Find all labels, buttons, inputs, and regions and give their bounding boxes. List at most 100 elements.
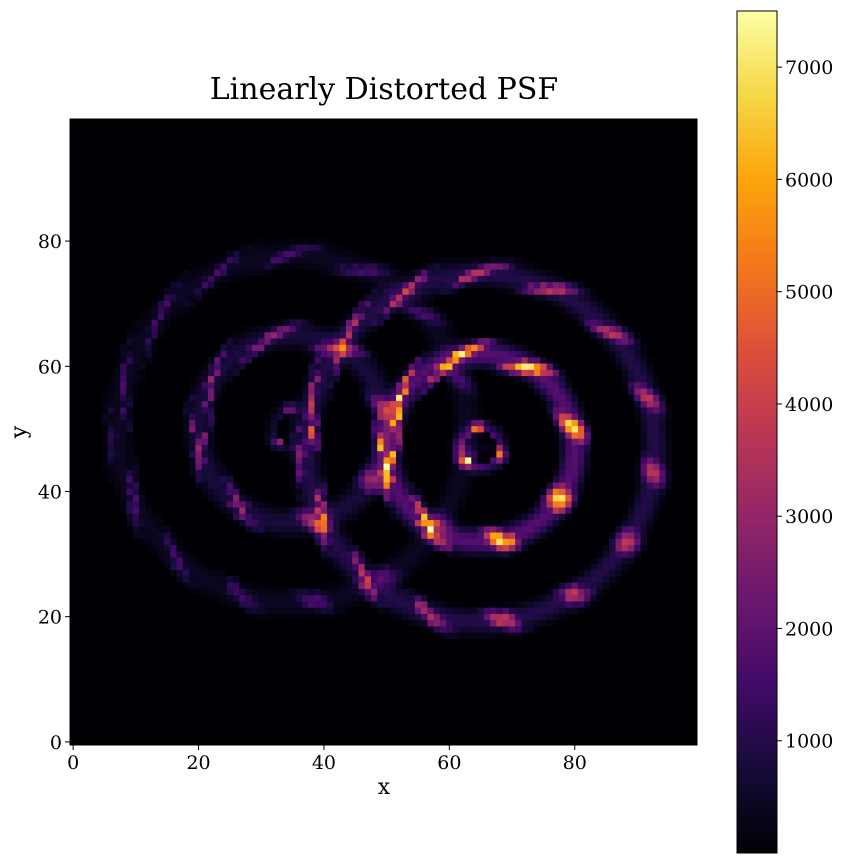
heatmap-cell (646, 463, 654, 470)
heatmap-cell (527, 513, 535, 521)
heatmap-cell (477, 400, 485, 408)
heatmap-cell (239, 350, 246, 358)
heatmap-cell (214, 494, 221, 502)
heatmap-cell (270, 601, 278, 608)
heatmap-cell (283, 450, 290, 458)
heatmap-cell (189, 582, 196, 589)
heatmap-cell (439, 325, 447, 333)
heatmap-cell (383, 369, 391, 377)
heatmap-cell (396, 557, 403, 564)
heatmap-cell (352, 563, 359, 571)
heatmap-cell (189, 563, 196, 571)
heatmap-cell (439, 313, 447, 320)
heatmap-cell (176, 544, 184, 552)
heatmap-cell (408, 500, 416, 508)
heatmap-cell (496, 256, 504, 264)
heatmap-cell (515, 356, 522, 364)
heatmap-cell (207, 356, 215, 364)
heatmap-cell (640, 406, 648, 414)
heatmap-cell (396, 369, 403, 377)
heatmap-cell (446, 513, 453, 521)
heatmap-cell (546, 475, 554, 483)
heatmap-cell (176, 306, 184, 314)
heatmap-cell (301, 425, 309, 433)
heatmap-cell (433, 344, 441, 352)
heatmap-cell (483, 363, 491, 370)
heatmap-cell (345, 319, 353, 326)
heatmap-cell (113, 482, 121, 489)
heatmap-cell (207, 569, 215, 577)
heatmap-cell (182, 400, 190, 408)
heatmap-cell (446, 507, 453, 514)
heatmap-cell (446, 619, 453, 627)
heatmap-cell (446, 375, 453, 383)
heatmap-cell (458, 369, 466, 377)
heatmap-cell (483, 463, 491, 470)
heatmap-cell (308, 419, 315, 427)
heatmap-cell (364, 375, 372, 383)
heatmap-cell (301, 601, 309, 608)
heatmap-cell (483, 438, 491, 445)
heatmap-cell (584, 588, 591, 596)
heatmap-cell (640, 525, 648, 533)
heatmap-cell (396, 569, 403, 577)
colorbar-tick-label: 4000 (785, 394, 833, 416)
heatmap-cell (446, 444, 453, 452)
heatmap-cell (565, 275, 572, 283)
heatmap-cell (370, 457, 378, 464)
heatmap-cell (527, 294, 535, 301)
heatmap-cell (345, 482, 353, 489)
heatmap-cell (189, 262, 196, 270)
heatmap-cell (465, 532, 472, 539)
heatmap-cell (433, 269, 441, 276)
heatmap-cell (245, 244, 253, 251)
heatmap-cell (226, 369, 234, 377)
heatmap-cell (396, 269, 403, 276)
heatmap-cell (339, 538, 347, 546)
heatmap-cell (540, 388, 547, 395)
heatmap-cell (251, 262, 259, 270)
heatmap-cell (653, 469, 660, 477)
heatmap-cell (584, 294, 591, 301)
heatmap-cell (408, 601, 416, 608)
heatmap-cell (214, 406, 221, 414)
heatmap-cell (377, 363, 384, 370)
heatmap-cell (640, 432, 648, 439)
heatmap-cell (258, 256, 265, 264)
heatmap-cell (477, 450, 485, 458)
heatmap-cell (477, 406, 485, 414)
heatmap-cell (477, 281, 485, 289)
heatmap-cell (345, 557, 353, 564)
heatmap-cell (370, 294, 378, 301)
heatmap-cell (320, 513, 328, 521)
heatmap-cell (552, 588, 560, 596)
heatmap-cell (508, 262, 516, 270)
heatmap-cell (471, 519, 478, 527)
heatmap-cell (308, 244, 315, 251)
heatmap-cell (577, 575, 585, 583)
heatmap-cell (157, 557, 165, 564)
heatmap-cell (602, 319, 610, 326)
heatmap-cell (559, 400, 566, 408)
heatmap-cell (515, 538, 522, 546)
heatmap-cell (659, 394, 667, 402)
heatmap-cell (126, 369, 134, 377)
heatmap-cell (320, 588, 328, 596)
heatmap-cell (446, 601, 453, 608)
heatmap-cell (339, 338, 347, 345)
heatmap-cell (251, 613, 259, 621)
heatmap-cell (590, 594, 598, 602)
heatmap-cell (615, 319, 623, 326)
heatmap-cell (653, 400, 660, 408)
heatmap-cell (628, 507, 635, 514)
heatmap-cell (421, 607, 428, 614)
heatmap-cell (270, 594, 278, 602)
heatmap-cell (320, 488, 328, 495)
heatmap-cell (396, 288, 403, 295)
heatmap-cell (383, 594, 391, 602)
heatmap-cell (377, 269, 384, 276)
heatmap-cell (565, 432, 572, 439)
heatmap-cell (314, 544, 322, 552)
heatmap-cell (408, 538, 416, 546)
heatmap-cell (251, 601, 259, 608)
